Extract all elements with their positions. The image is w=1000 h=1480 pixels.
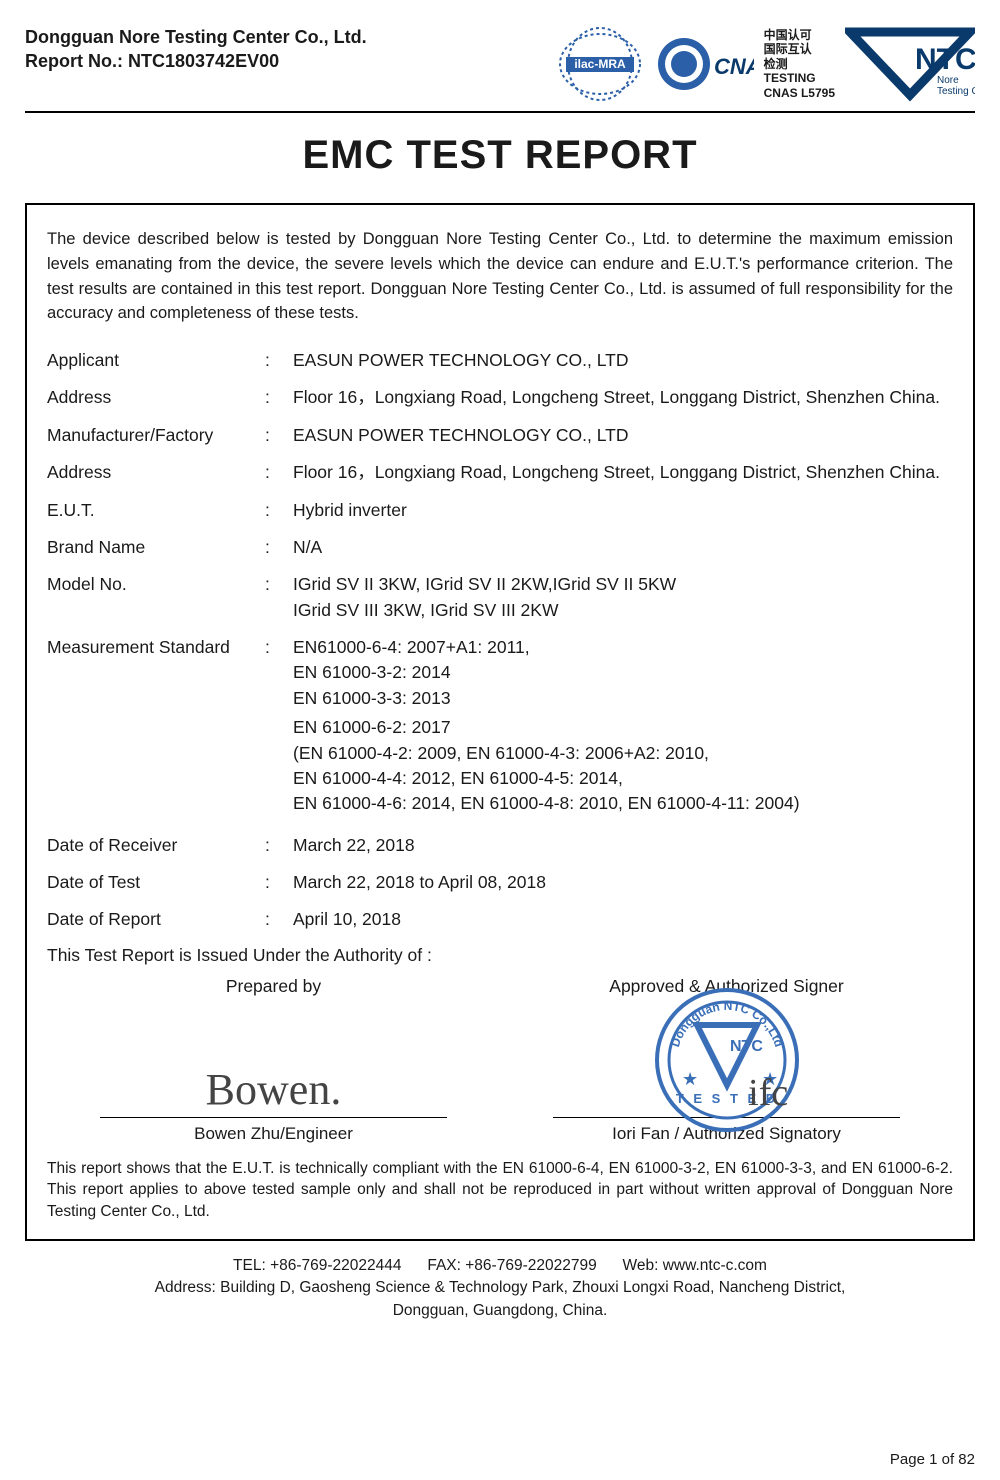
- ilac-mra-logo-icon: ilac-MRA: [556, 25, 644, 103]
- header-logos: ilac-MRA CNAS 中国认可 国际互认 检测 TESTING CNAS …: [556, 25, 975, 103]
- standard-block-2: EN 61000-6-2: 2017 (EN 61000-4-2: 2009, …: [293, 715, 953, 817]
- signature-headers: Prepared by Approved & Authorized Signer: [47, 976, 953, 997]
- page-footer: TEL: +86-769-22022444 FAX: +86-769-22022…: [25, 1255, 975, 1322]
- prepared-by-label: Prepared by: [70, 976, 478, 997]
- cnas-cn-1: 中国认可: [764, 28, 835, 42]
- value-brand: N/A: [293, 535, 953, 560]
- std-b2-l4: EN 61000-4-6: 2014, EN 61000-4-8: 2010, …: [293, 791, 953, 816]
- label-date-report: Date of Report: [47, 907, 265, 932]
- std-b2-l1: EN 61000-6-2: 2017: [293, 715, 953, 740]
- label-date-test: Date of Test: [47, 870, 265, 895]
- svg-text:ilac-MRA: ilac-MRA: [574, 57, 626, 71]
- cnas-cn-3: 检测: [764, 57, 835, 71]
- cnas-en-1: TESTING: [764, 71, 835, 85]
- svg-text:NTC: NTC: [915, 43, 975, 76]
- value-applicant: EASUN POWER TECHNOLOGY CO., LTD: [293, 348, 953, 373]
- field-model: Model No. : IGrid SV II 3KW, IGrid SV II…: [47, 572, 953, 623]
- signature-left: Bowen. Bowen Zhu/Engineer: [70, 1003, 478, 1144]
- field-applicant-address: Address : Floor 16，Longxiang Road, Longc…: [47, 385, 953, 410]
- std-b2-l2: (EN 61000-4-2: 2009, EN 61000-4-3: 2006+…: [293, 741, 953, 766]
- signature-right: Dongguan NTC Co.,Ltd NTC T E S T E D ★ ★…: [523, 1003, 931, 1144]
- label-standard: Measurement Standard: [47, 635, 265, 821]
- signature-space-right: Dongguan NTC Co.,Ltd NTC T E S T E D ★ ★…: [553, 1003, 901, 1118]
- model-line-2: IGrid SV III 3KW, IGrid SV III 2KW: [293, 598, 953, 623]
- company-name: Dongguan Nore Testing Center Co., Ltd.: [25, 25, 367, 49]
- signature-space-left: Bowen.: [100, 1003, 448, 1118]
- std-b2-l3: EN 61000-4-4: 2012, EN 61000-4-5: 2014,: [293, 766, 953, 791]
- label-eut: E.U.T.: [47, 498, 265, 523]
- cnas-en-2: CNAS L5795: [764, 86, 835, 100]
- field-manufacturer-address: Address : Floor 16，Longxiang Road, Longc…: [47, 460, 953, 485]
- report-title: EMC TEST REPORT: [25, 133, 975, 178]
- label-date-receiver: Date of Receiver: [47, 833, 265, 858]
- intro-paragraph: The device described below is tested by …: [47, 227, 953, 326]
- value-eut: Hybrid inverter: [293, 498, 953, 523]
- signature-script-left: Bowen.: [206, 1064, 342, 1115]
- page-number: Page 1 of 82: [890, 1451, 975, 1468]
- footer-address-2: Dongguan, Guangdong, China.: [25, 1300, 975, 1322]
- std-b1-l3: EN 61000-3-3: 2013: [293, 686, 953, 711]
- value-manufacturer-address: Floor 16，Longxiang Road, Longcheng Stree…: [293, 460, 953, 485]
- value-model: IGrid SV II 3KW, IGrid SV II 2KW,IGrid S…: [293, 572, 953, 623]
- label-brand: Brand Name: [47, 535, 265, 560]
- cnas-cn-2: 国际互认: [764, 42, 835, 56]
- label-manufacturer-address: Address: [47, 460, 265, 485]
- report-header: Dongguan Nore Testing Center Co., Ltd. R…: [25, 25, 975, 103]
- model-line-1: IGrid SV II 3KW, IGrid SV II 2KW,IGrid S…: [293, 572, 953, 597]
- cnas-text-block: 中国认可 国际互认 检测 TESTING CNAS L5795: [764, 28, 835, 100]
- svg-text:CNAS: CNAS: [714, 54, 754, 79]
- svg-text:Testing Center: Testing Center: [937, 86, 975, 97]
- value-applicant-address: Floor 16，Longxiang Road, Longcheng Stree…: [293, 385, 953, 410]
- svg-text:Nore: Nore: [937, 75, 959, 86]
- standard-block-1: EN61000-6-4: 2007+A1: 2011, EN 61000-3-2…: [293, 635, 953, 711]
- ntc-logo-icon: NTC Nore Testing Center: [845, 27, 975, 102]
- cnas-logo-icon: CNAS: [654, 32, 754, 97]
- value-date-report: April 10, 2018: [293, 907, 953, 932]
- report-no-value: NTC1803742EV00: [128, 51, 279, 71]
- std-b1-l2: EN 61000-3-2: 2014: [293, 660, 953, 685]
- signature-row: Bowen. Bowen Zhu/Engineer Dongguan NTC C…: [47, 1003, 953, 1144]
- field-date-test: Date of Test : March 22, 2018 to April 0…: [47, 870, 953, 895]
- label-applicant-address: Address: [47, 385, 265, 410]
- value-date-test: March 22, 2018 to April 08, 2018: [293, 870, 953, 895]
- report-body-box: The device described below is tested by …: [25, 203, 975, 1241]
- field-date-receiver: Date of Receiver : March 22, 2018: [47, 833, 953, 858]
- fields-table: Applicant : EASUN POWER TECHNOLOGY CO., …: [47, 348, 953, 933]
- field-brand: Brand Name : N/A: [47, 535, 953, 560]
- label-model: Model No.: [47, 572, 265, 623]
- field-applicant: Applicant : EASUN POWER TECHNOLOGY CO., …: [47, 348, 953, 373]
- value-date-receiver: March 22, 2018: [293, 833, 953, 858]
- field-date-report: Date of Report : April 10, 2018: [47, 907, 953, 932]
- value-standard: EN61000-6-4: 2007+A1: 2011, EN 61000-3-2…: [293, 635, 953, 821]
- header-divider: [25, 111, 975, 113]
- svg-text:NTC: NTC: [730, 1038, 763, 1055]
- report-no-label: Report No.:: [25, 51, 128, 71]
- field-manufacturer: Manufacturer/Factory : EASUN POWER TECHN…: [47, 423, 953, 448]
- value-manufacturer: EASUN POWER TECHNOLOGY CO., LTD: [293, 423, 953, 448]
- header-company-block: Dongguan Nore Testing Center Co., Ltd. R…: [25, 25, 367, 74]
- svg-text:★: ★: [682, 1069, 698, 1089]
- signer-name-left: Bowen Zhu/Engineer: [70, 1124, 478, 1144]
- label-manufacturer: Manufacturer/Factory: [47, 423, 265, 448]
- footer-contact: TEL: +86-769-22022444 FAX: +86-769-22022…: [25, 1255, 975, 1277]
- compliance-statement: This report shows that the E.U.T. is tec…: [47, 1158, 953, 1223]
- authority-statement: This Test Report is Issued Under the Aut…: [47, 945, 953, 966]
- footer-address-1: Address: Building D, Gaosheng Science & …: [25, 1277, 975, 1299]
- signature-script-right: ifc: [748, 1071, 788, 1115]
- std-b1-l1: EN61000-6-4: 2007+A1: 2011,: [293, 635, 953, 660]
- report-number-line: Report No.: NTC1803742EV00: [25, 49, 367, 73]
- field-eut: E.U.T. : Hybrid inverter: [47, 498, 953, 523]
- field-standard: Measurement Standard : EN61000-6-4: 2007…: [47, 635, 953, 821]
- label-applicant: Applicant: [47, 348, 265, 373]
